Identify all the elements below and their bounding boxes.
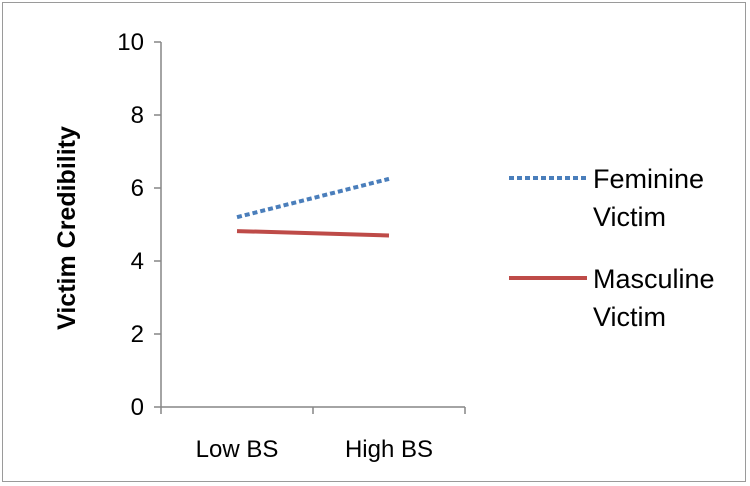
chart-frame: 0 2 4 6 8 10 Low BS High BS Victim Credibility… <box>2 2 746 482</box>
line-chart: 0 2 4 6 8 10 Low BS High BS Victim Credibility… <box>53 29 715 463</box>
x-tick-label: High BS <box>345 436 433 463</box>
legend: Feminine Victim Masculine Victim <box>509 164 715 332</box>
y-tick-label: 10 <box>117 29 144 56</box>
y-tick-label: 4 <box>131 248 144 275</box>
x-tick-label: Low BS <box>196 436 279 463</box>
y-tick-label: 2 <box>131 321 144 348</box>
x-axis: Low BS High BS <box>160 406 466 463</box>
legend-label: Victim <box>593 202 666 232</box>
y-axis-title: Victim Credibility <box>53 126 81 330</box>
series-lines <box>236 176 390 238</box>
legend-label: Victim <box>593 302 666 332</box>
series-line-1 <box>236 229 390 238</box>
y-tick-label: 8 <box>131 102 144 129</box>
y-axis: 0 2 4 6 8 10 <box>117 29 162 421</box>
series-line-0 <box>236 176 390 220</box>
legend-label: Feminine <box>593 164 704 194</box>
legend-label: Masculine <box>593 264 715 294</box>
y-tick-label: 0 <box>131 394 144 421</box>
y-tick-label: 6 <box>131 175 144 202</box>
